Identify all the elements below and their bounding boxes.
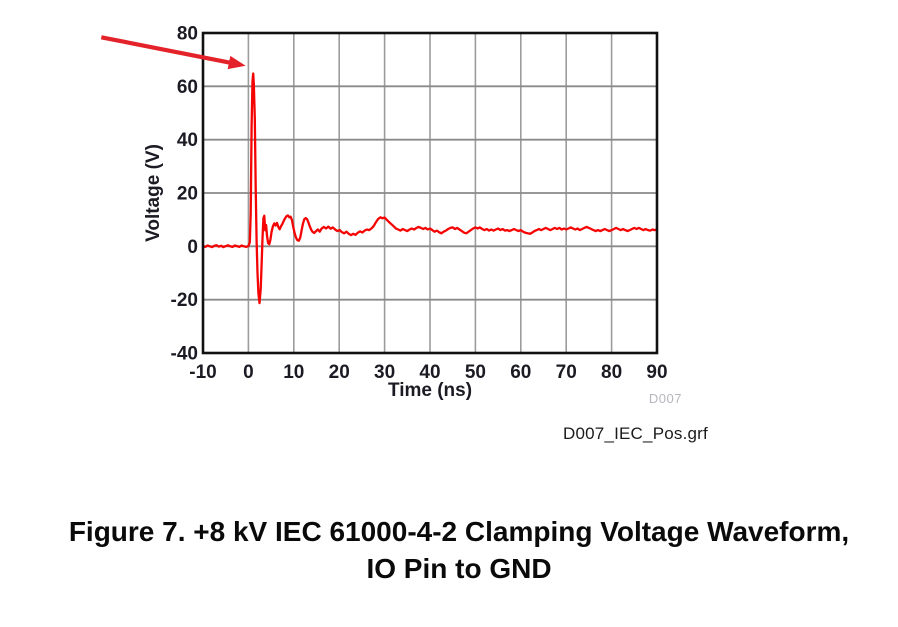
- x-axis-title: Time (ns): [388, 380, 472, 401]
- x-tick-label: 60: [510, 362, 531, 383]
- x-tick-label: 20: [329, 362, 350, 383]
- x-tick-label: 70: [556, 362, 577, 383]
- x-tick-label: 10: [283, 362, 304, 383]
- x-tick-label: 80: [601, 362, 622, 383]
- y-tick-label: 20: [177, 184, 198, 205]
- source-filename: D007_IEC_Pos.grf: [563, 424, 708, 443]
- figure-caption: Figure 7. +8 kV IEC 61000-4-2 Clamping V…: [10, 513, 898, 587]
- y-tick-label: -20: [171, 290, 198, 311]
- peak-arrowhead-icon: [227, 55, 246, 70]
- y-tick-label: 60: [177, 77, 198, 98]
- x-tick-label: 50: [465, 362, 486, 383]
- figure-caption-line1: Figure 7. +8 kV IEC 61000-4-2 Clamping V…: [68, 516, 850, 547]
- plot-watermark: D007: [648, 391, 682, 406]
- y-tick-label: 80: [177, 24, 198, 45]
- waveform-trace: [201, 72, 659, 305]
- y-tick-label: 40: [177, 130, 198, 151]
- x-tick-label: -10: [189, 362, 216, 383]
- y-axis-title: Voltage (V): [143, 144, 164, 242]
- x-tick-label: 30: [374, 362, 395, 383]
- x-tick-label: 90: [646, 362, 667, 383]
- peak-arrow-shaft: [100, 35, 233, 66]
- x-tick-label: 40: [419, 362, 440, 383]
- y-tick-label: 0: [187, 237, 198, 258]
- x-tick-label: 0: [243, 362, 254, 383]
- y-tick-label: -40: [171, 344, 198, 365]
- plot-border: [201, 31, 659, 355]
- clamping-voltage-chart: -10 0 10 20 30 40 50 60 70 80 90 -40 -20 0 20 40 60 80 Tim…: [100, 24, 668, 401]
- figure-caption-line2: IO Pin to GND: [366, 553, 552, 584]
